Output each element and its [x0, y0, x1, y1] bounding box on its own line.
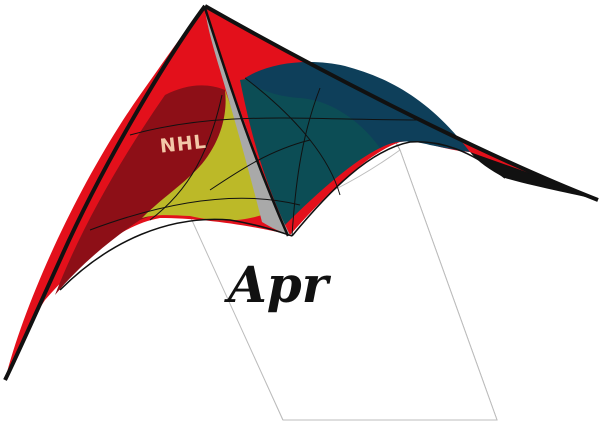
kite-frame-lines — [3, 4, 599, 381]
kite-logo-text: NHL — [159, 131, 208, 158]
kite: NHL — [3, 4, 599, 381]
kite-panel-navy — [245, 62, 470, 152]
kite-panel-yellow — [142, 90, 262, 221]
kite-panel-dark-red — [55, 85, 229, 295]
banner-month-text: Apr — [224, 255, 332, 314]
